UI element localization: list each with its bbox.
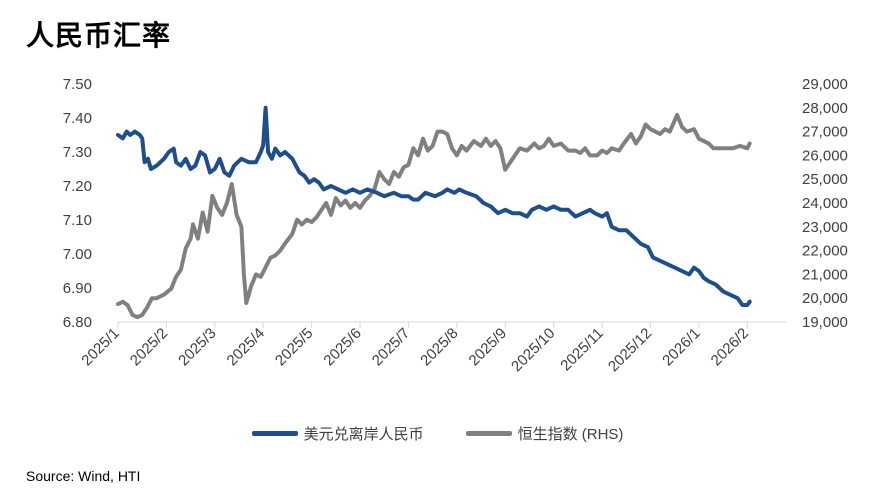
series-line-usdcnh xyxy=(116,105,752,307)
x-tick-label: 2025/4 xyxy=(224,325,268,369)
y-left-tick-label: 7.40 xyxy=(63,110,92,127)
x-tick-label: 2025/10 xyxy=(508,325,558,375)
legend-item-hsi[interactable]: 恒生指数 (RHS) xyxy=(465,423,624,444)
x-tick-label: 2026/1 xyxy=(659,325,703,369)
y-right-tick-label: 20,000 xyxy=(802,290,848,307)
legend-label-usdcnh: 美元兑离岸人民币 xyxy=(303,426,424,443)
x-tick-label: 2025/1 xyxy=(78,325,122,369)
x-tick-label: 2025/5 xyxy=(272,325,316,369)
x-tick-label: 2025/9 xyxy=(466,325,510,369)
y-left-tick-label: 7.00 xyxy=(63,246,92,263)
x-tick-label: 2025/12 xyxy=(605,325,655,375)
x-tick-label: 2025/8 xyxy=(417,325,461,369)
y-left-tick-label: 7.30 xyxy=(63,144,92,161)
x-tick-label: 2025/11 xyxy=(557,325,607,375)
y-axis-right: 19,000 20,000 21,000 22,000 23,000 24,000 25,0… xyxy=(802,76,848,331)
y-left-tick-label: 6.80 xyxy=(63,314,92,331)
y-left-tick-label: 7.20 xyxy=(63,178,92,195)
y-left-tick-label: 7.10 xyxy=(63,212,92,229)
y-right-tick-label: 21,000 xyxy=(802,266,848,283)
series-layer xyxy=(116,105,752,320)
legend-swatch-hsi xyxy=(465,431,512,436)
x-tick-label: 2025/2 xyxy=(127,325,171,369)
y-right-tick-label: 26,000 xyxy=(802,147,848,164)
legend-label-hsi: 恒生指数 (RHS) xyxy=(517,426,624,443)
legend-swatch-usdcnh xyxy=(251,431,298,436)
legend: 美元兑离岸人民币 恒生指数 (RHS) xyxy=(0,423,875,444)
y-left-tick-label: 6.90 xyxy=(63,280,92,297)
series-line-hsi xyxy=(116,112,752,320)
y-left-tick-label: 7.50 xyxy=(63,76,92,93)
y-right-tick-label: 28,000 xyxy=(802,100,848,117)
y-axis-left: 6.80 6.90 7.00 7.10 7.20 7.30 7.40 7.50 xyxy=(63,76,92,331)
legend-item-usdcnh[interactable]: 美元兑离岸人民币 xyxy=(251,423,424,444)
y-right-tick-label: 27,000 xyxy=(802,124,848,141)
y-right-tick-label: 25,000 xyxy=(802,171,848,188)
page-title: 人民币汇率 xyxy=(26,19,172,52)
y-right-tick-label: 19,000 xyxy=(802,314,848,331)
y-right-tick-label: 23,000 xyxy=(802,219,848,236)
x-tick-label: 2025/7 xyxy=(369,325,413,369)
x-axis: 2025/1 2025/2 2025/3 2025/4 2025/5 2025/6 2025… xyxy=(78,322,752,375)
y-right-tick-label: 22,000 xyxy=(802,243,848,260)
y-right-tick-label: 24,000 xyxy=(802,195,848,212)
x-tick-label: 2025/6 xyxy=(320,325,364,369)
x-tick-label: 2026/2 xyxy=(708,325,752,369)
y-right-tick-label: 29,000 xyxy=(802,76,848,93)
source-note: Source: Wind, HTI xyxy=(26,468,141,484)
x-tick-label: 2025/3 xyxy=(175,325,219,369)
